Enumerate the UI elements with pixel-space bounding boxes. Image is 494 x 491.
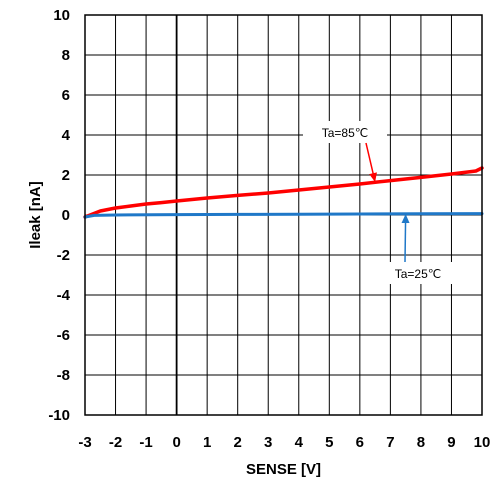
- y-tick-label: -10: [48, 407, 70, 424]
- y-tick-label: 0: [62, 207, 70, 224]
- annotation-label: Ta=85℃: [322, 126, 369, 140]
- series-line-2: [83, 212, 484, 219]
- x-axis-label: SENSE [V]: [246, 461, 321, 478]
- plot-border: [84, 14, 483, 416]
- x-tick-label: -2: [109, 434, 122, 451]
- x-tick-label: 1: [203, 434, 211, 451]
- annotation-box: [303, 121, 387, 143]
- y-axis-label: Ileak [nA]: [27, 181, 44, 249]
- y-tick-label: 8: [62, 47, 70, 64]
- x-tick-label: 4: [295, 434, 304, 451]
- annotation-box: [376, 262, 460, 284]
- annotation-arrowhead: [401, 214, 410, 224]
- x-tick-label: 2: [234, 434, 242, 451]
- x-tick-label: 7: [386, 434, 394, 451]
- annotation-arrowhead: [369, 172, 377, 182]
- annotations-layer: Ta=85℃ Ta=25℃: [303, 121, 460, 284]
- annotation-label: Ta=25℃: [395, 267, 442, 281]
- y-tick-label: -8: [57, 367, 70, 384]
- y-tick-label: -2: [57, 247, 70, 264]
- x-tick-label: 10: [474, 434, 491, 451]
- x-tick-label: 8: [417, 434, 425, 451]
- x-tick-label: 5: [325, 434, 333, 451]
- x-tick-label: 0: [172, 434, 180, 451]
- y-tick-label: 6: [62, 87, 70, 104]
- y-tick-label: -4: [57, 287, 71, 304]
- y-tick-label: 2: [62, 167, 70, 184]
- y-tick-label: 10: [53, 7, 70, 24]
- y-tick-label: 4: [62, 127, 71, 144]
- series-layer: [83, 166, 484, 219]
- x-tick-label: 6: [356, 434, 364, 451]
- x-tick-label: 3: [264, 434, 272, 451]
- y-tick-label: -6: [57, 327, 70, 344]
- x-tick-label: -3: [78, 434, 91, 451]
- x-tick-label: -1: [139, 434, 152, 451]
- series-line-1: [83, 166, 484, 219]
- x-tick-label: 9: [447, 434, 455, 451]
